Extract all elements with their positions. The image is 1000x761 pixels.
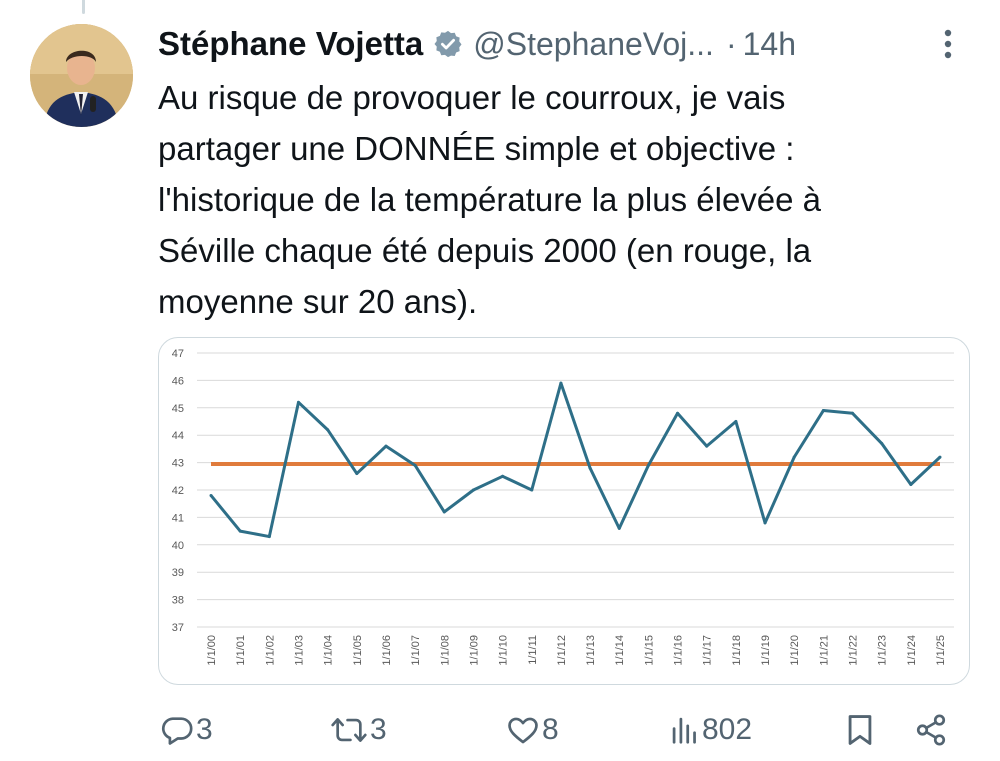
y-tick-label: 44	[172, 430, 184, 442]
data-point	[588, 466, 592, 470]
like-count: 8	[542, 713, 559, 746]
views-button[interactable]: 802	[670, 702, 752, 758]
x-tick-label: 1/1/04	[323, 635, 335, 666]
y-tick-label: 45	[172, 403, 184, 415]
x-tick-label: 1/1/03	[293, 635, 305, 666]
author-name[interactable]: Stéphane Vojetta	[158, 25, 424, 62]
more-icon[interactable]	[938, 26, 958, 62]
y-tick-label: 46	[172, 375, 184, 387]
views-count: 802	[702, 713, 753, 746]
views-icon	[670, 713, 700, 747]
x-tick-label: 1/1/00	[206, 635, 218, 666]
x-tick-label: 1/1/24	[906, 635, 918, 666]
x-tick-label: 1/1/15	[643, 635, 655, 666]
x-tick-label: 1/1/06	[381, 635, 393, 666]
repost-icon	[330, 713, 368, 747]
tweet-text-line: Séville chaque été depuis 2000 (en rouge…	[158, 232, 812, 269]
x-tick-label: 1/1/19	[760, 635, 772, 666]
y-tick-label: 43	[172, 458, 184, 470]
data-point	[238, 529, 242, 533]
tweet-actions: 3 3 8 802	[158, 702, 958, 758]
chart-image[interactable]: 37 38 39 40 41 42 43 44 45 46 47 1/1/00 1/1/01 1/1/02…	[158, 337, 970, 685]
data-point	[617, 526, 621, 530]
data-point	[209, 493, 213, 497]
x-tick-label: 1/1/13	[585, 635, 597, 666]
repost-button[interactable]: 3	[330, 702, 387, 758]
x-tick-label: 1/1/08	[439, 635, 451, 666]
x-tick-label: 1/1/02	[264, 635, 276, 666]
y-tick-label: 47	[172, 348, 184, 360]
data-point	[530, 488, 534, 492]
avatar-image	[30, 24, 133, 127]
x-tick-label: 1/1/09	[468, 635, 480, 666]
data-point	[938, 455, 942, 459]
temperature-series-line	[209, 381, 942, 539]
reply-count: 3	[196, 713, 213, 746]
data-point	[763, 521, 767, 525]
data-point	[355, 472, 359, 476]
x-tick-label: 1/1/05	[352, 635, 364, 666]
data-point	[676, 411, 680, 415]
y-tick-label: 39	[172, 567, 184, 579]
bookmark-button[interactable]	[844, 702, 876, 758]
x-tick-label: 1/1/14	[614, 635, 626, 666]
tweet-text-line: Au risque de provoquer le courroux, je v…	[158, 79, 786, 116]
separator-dot: ·	[725, 25, 737, 62]
reply-button[interactable]: 3	[160, 702, 213, 758]
data-point	[471, 488, 475, 492]
data-point	[501, 474, 505, 478]
share-button[interactable]	[914, 702, 948, 758]
y-tick-label: 41	[172, 512, 184, 524]
x-tick-label: 1/1/07	[410, 635, 422, 666]
data-point	[705, 444, 709, 448]
x-tick-label: 1/1/16	[673, 635, 685, 666]
share-icon	[914, 713, 948, 747]
x-tick-label: 1/1/12	[556, 635, 568, 666]
x-tick-label: 1/1/18	[731, 635, 743, 666]
data-point	[442, 510, 446, 514]
temperature-chart: 37 38 39 40 41 42 43 44 45 46 47 1/1/00 1/1/01 1/1/02…	[172, 348, 954, 666]
x-tick-label: 1/1/25	[935, 635, 947, 666]
x-tick-label: 1/1/11	[527, 635, 539, 665]
y-tick-label: 37	[172, 622, 184, 634]
y-tick-label: 42	[172, 485, 184, 497]
y-tick-label: 38	[172, 595, 184, 607]
tweet-text: Au risque de provoquer le courroux, je v…	[158, 72, 958, 327]
tweet-text-line: moyenne sur 20 ans).	[158, 283, 478, 320]
data-point	[880, 441, 884, 445]
timestamp[interactable]: 14h	[742, 25, 796, 62]
data-point	[646, 463, 650, 467]
like-icon	[506, 713, 540, 747]
x-tick-label: 1/1/17	[702, 635, 714, 666]
thread-connector-line	[82, 0, 85, 14]
x-tick-label: 1/1/20	[789, 635, 801, 666]
repost-count: 3	[370, 713, 387, 746]
data-point	[413, 463, 417, 467]
tweet-header: Stéphane Vojetta @StephaneVoj... · 14h	[158, 18, 968, 70]
data-point	[296, 400, 300, 404]
avatar[interactable]	[30, 24, 133, 127]
y-tick-label: 40	[172, 540, 184, 552]
data-point	[559, 381, 563, 385]
tweet-text-line: l'historique de la température la plus é…	[158, 181, 822, 218]
reply-icon	[160, 713, 194, 747]
data-point	[326, 428, 330, 432]
data-point	[792, 455, 796, 459]
x-tick-label: 1/1/23	[877, 635, 889, 666]
bookmark-icon	[844, 713, 876, 747]
x-tick-label: 1/1/21	[818, 635, 830, 666]
tweet-text-line: partager une DONNÉE simple et objective …	[158, 130, 795, 167]
author-handle[interactable]: @StephaneVoj...	[473, 25, 714, 62]
data-point	[267, 535, 271, 539]
data-point	[851, 411, 855, 415]
x-tick-label: 1/1/01	[235, 635, 247, 666]
data-point	[909, 483, 913, 487]
x-tick-label: 1/1/10	[498, 635, 510, 666]
like-button[interactable]: 8	[506, 702, 559, 758]
x-tick-label: 1/1/22	[848, 635, 860, 666]
verified-badge-icon	[433, 29, 463, 59]
data-point	[734, 420, 738, 423]
data-point	[384, 444, 388, 448]
data-point	[821, 409, 825, 413]
